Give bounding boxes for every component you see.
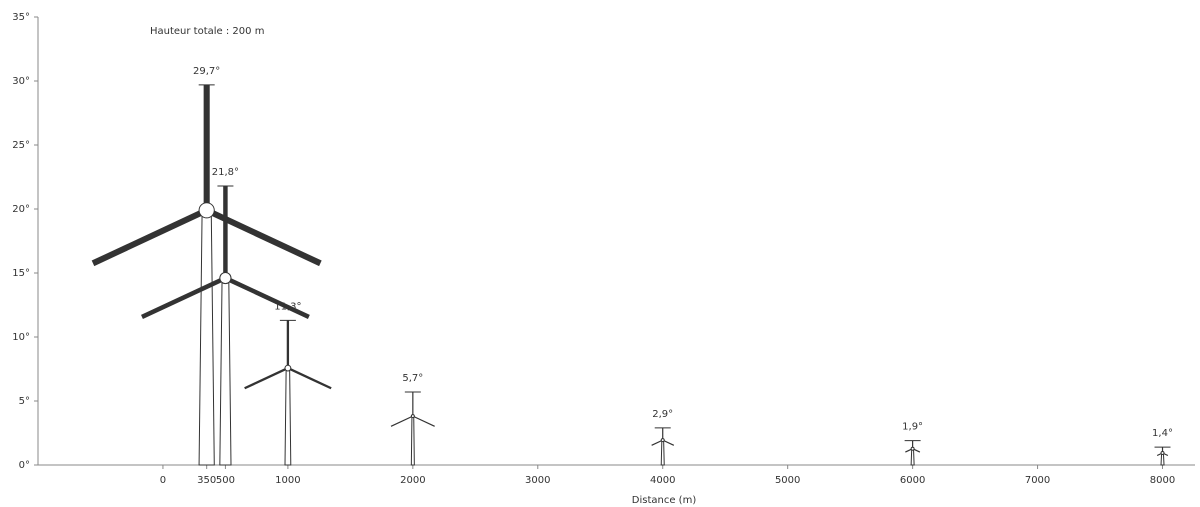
turbine: 1,9° bbox=[902, 422, 923, 465]
value-label: 2,9° bbox=[652, 409, 673, 420]
x-tick-label: 6000 bbox=[900, 475, 925, 486]
chart: Hauteur totale : 200 m Distance (m) 0° 5°… bbox=[0, 0, 1200, 507]
turbine: 21,8° bbox=[142, 167, 309, 465]
x-tick-label: 500 bbox=[216, 475, 235, 486]
x-tick-label: 8000 bbox=[1150, 475, 1175, 486]
chart-title: Hauteur totale : 200 m bbox=[150, 26, 264, 37]
turbine: 1,4° bbox=[1152, 428, 1173, 465]
value-label: 21,8° bbox=[212, 167, 239, 178]
hub bbox=[220, 272, 231, 283]
turbine: 5,7° bbox=[391, 373, 435, 465]
blade bbox=[93, 210, 207, 263]
tower bbox=[661, 440, 664, 465]
x-tick-label: 3000 bbox=[525, 475, 550, 486]
turbine: 11,3° bbox=[245, 301, 332, 465]
y-tick-label: 15° bbox=[12, 268, 30, 279]
x-tick-label: 350 bbox=[197, 475, 216, 486]
blade bbox=[245, 368, 288, 388]
value-label: 5,7° bbox=[402, 373, 423, 384]
y-tick-label: 10° bbox=[12, 332, 30, 343]
x-tick-label: 0 bbox=[160, 475, 166, 486]
x-tick-label: 1000 bbox=[275, 475, 300, 486]
value-label: 29,7° bbox=[193, 66, 220, 77]
tower bbox=[411, 416, 414, 465]
turbine: 2,9° bbox=[652, 409, 674, 465]
x-tick-label: 4000 bbox=[650, 475, 675, 486]
y-tick-label: 35° bbox=[12, 12, 30, 23]
y-tick-label: 5° bbox=[19, 396, 30, 407]
value-label: 1,9° bbox=[902, 422, 923, 433]
x-axis-label: Distance (m) bbox=[632, 495, 697, 506]
blade bbox=[288, 368, 331, 388]
y-tick-label: 20° bbox=[12, 204, 30, 215]
blade bbox=[413, 416, 435, 426]
x-tick-label: 7000 bbox=[1025, 475, 1050, 486]
hub bbox=[1161, 451, 1164, 454]
hub bbox=[661, 439, 664, 442]
value-label: 11,3° bbox=[274, 301, 301, 312]
value-label: 1,4° bbox=[1152, 428, 1173, 439]
tower bbox=[220, 278, 231, 465]
y-tick-label: 30° bbox=[12, 76, 30, 87]
hub bbox=[199, 203, 214, 218]
tower bbox=[199, 210, 214, 465]
tower bbox=[285, 368, 291, 465]
x-tick-label: 5000 bbox=[775, 475, 800, 486]
x-tick-label: 2000 bbox=[400, 475, 425, 486]
hub bbox=[911, 447, 914, 450]
hub bbox=[411, 415, 414, 418]
tower bbox=[911, 449, 914, 465]
hub bbox=[285, 365, 291, 371]
y-tick-label: 0° bbox=[19, 460, 30, 471]
y-tick-label: 25° bbox=[12, 140, 30, 151]
blade bbox=[391, 416, 413, 426]
